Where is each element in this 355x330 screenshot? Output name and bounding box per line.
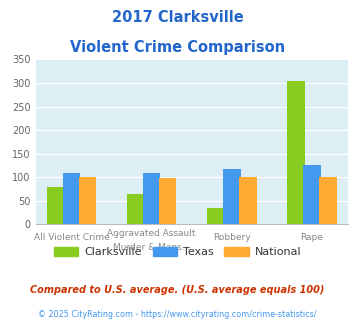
Bar	[287, 81, 305, 224]
Text: Rape: Rape	[300, 233, 323, 242]
Bar	[143, 173, 160, 224]
Legend: Clarksville, Texas, National: Clarksville, Texas, National	[49, 242, 306, 262]
Text: Murder & Mans...: Murder & Mans...	[113, 243, 190, 251]
Bar	[223, 169, 241, 224]
Text: All Violent Crime: All Violent Crime	[34, 233, 109, 242]
Bar	[239, 177, 257, 224]
Bar	[303, 165, 321, 224]
Bar	[63, 173, 80, 224]
Bar	[207, 208, 225, 224]
Text: Aggravated Assault: Aggravated Assault	[108, 229, 196, 238]
Text: Robbery: Robbery	[213, 233, 251, 242]
Text: © 2025 CityRating.com - https://www.cityrating.com/crime-statistics/: © 2025 CityRating.com - https://www.city…	[38, 310, 317, 319]
Text: 2017 Clarksville: 2017 Clarksville	[111, 10, 244, 25]
Bar	[47, 187, 64, 224]
Bar	[127, 194, 144, 224]
Bar	[159, 178, 176, 224]
Text: Compared to U.S. average. (U.S. average equals 100): Compared to U.S. average. (U.S. average …	[30, 285, 325, 295]
Bar	[79, 177, 96, 224]
Text: Violent Crime Comparison: Violent Crime Comparison	[70, 40, 285, 54]
Bar	[319, 177, 337, 224]
